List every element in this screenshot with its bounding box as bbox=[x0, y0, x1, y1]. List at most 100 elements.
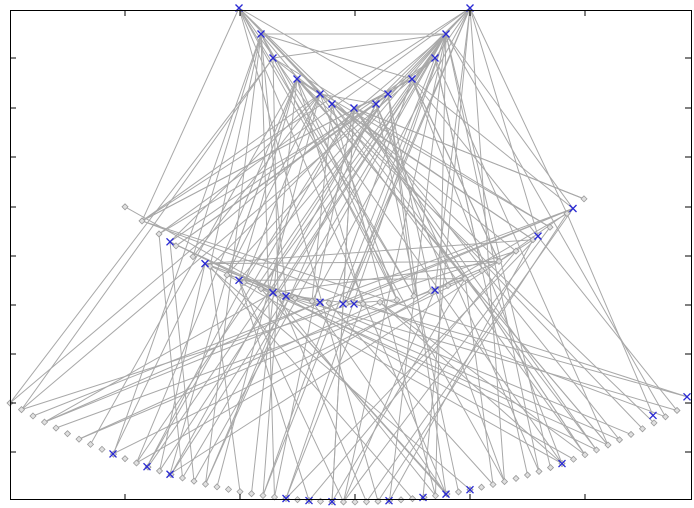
edge bbox=[272, 57, 279, 295]
edge bbox=[262, 294, 279, 496]
node-diamond bbox=[29, 412, 37, 420]
node-diamond bbox=[308, 297, 316, 305]
node-cross bbox=[143, 462, 151, 471]
node-diamond bbox=[512, 247, 520, 255]
edge bbox=[296, 78, 398, 300]
node-diamond bbox=[478, 266, 486, 275]
cross-stroke bbox=[235, 276, 243, 285]
edge bbox=[90, 78, 298, 445]
edge bbox=[238, 280, 310, 501]
edge bbox=[411, 78, 574, 209]
cross-stroke bbox=[269, 54, 277, 62]
cross-stroke bbox=[305, 496, 313, 505]
node-cross bbox=[316, 298, 324, 307]
node-cross bbox=[328, 100, 336, 108]
edge bbox=[209, 33, 262, 267]
edge bbox=[158, 233, 183, 479]
node-diamond bbox=[546, 464, 555, 472]
node-cross bbox=[431, 54, 439, 62]
edge bbox=[285, 295, 313, 302]
node-diamond bbox=[155, 467, 164, 475]
cross-stroke bbox=[558, 459, 566, 468]
edge bbox=[141, 7, 471, 222]
node-cross bbox=[384, 90, 392, 98]
node-cross bbox=[316, 90, 324, 98]
node-cross bbox=[385, 496, 393, 505]
edge bbox=[277, 293, 678, 411]
edge bbox=[260, 33, 274, 59]
node-diamond bbox=[569, 455, 578, 463]
edge bbox=[311, 300, 447, 495]
edge bbox=[260, 33, 275, 498]
edge bbox=[238, 280, 344, 503]
node-diamond bbox=[535, 467, 543, 475]
edge bbox=[353, 93, 389, 109]
edge bbox=[353, 107, 597, 451]
edge bbox=[226, 274, 321, 303]
node-diamond bbox=[523, 471, 532, 479]
node-diamond bbox=[236, 488, 244, 496]
edge bbox=[238, 7, 500, 262]
node-cross bbox=[649, 411, 657, 420]
edge bbox=[272, 292, 436, 497]
node-diamond bbox=[86, 440, 95, 448]
edge bbox=[345, 7, 471, 305]
node-diamond bbox=[201, 480, 210, 488]
node-cross bbox=[166, 470, 174, 479]
cross-stroke bbox=[293, 75, 301, 83]
edge bbox=[260, 288, 447, 495]
node-diamond bbox=[393, 296, 401, 304]
edge bbox=[434, 289, 505, 482]
node-diamond bbox=[592, 446, 601, 454]
node-diamond bbox=[325, 299, 333, 307]
node-diamond bbox=[223, 271, 231, 279]
edge bbox=[238, 7, 415, 297]
node-diamond bbox=[121, 455, 129, 463]
node-diamond bbox=[291, 294, 299, 302]
edge bbox=[147, 33, 447, 468]
node-diamond bbox=[247, 490, 256, 498]
node-cross bbox=[282, 494, 290, 503]
cross-stroke bbox=[683, 392, 691, 401]
edge bbox=[205, 295, 287, 485]
cross-stroke bbox=[316, 90, 324, 98]
node-diamond bbox=[172, 242, 180, 250]
edge bbox=[175, 93, 389, 247]
node-diamond bbox=[224, 485, 233, 493]
cross-stroke bbox=[201, 259, 209, 268]
edge bbox=[141, 220, 666, 418]
node-diamond bbox=[40, 418, 49, 426]
cross-stroke bbox=[569, 204, 577, 213]
node-cross bbox=[305, 496, 313, 505]
edge bbox=[469, 7, 568, 214]
edge bbox=[343, 289, 436, 503]
node-diamond bbox=[362, 498, 371, 506]
node-diamond bbox=[444, 281, 452, 290]
edge bbox=[9, 33, 447, 404]
edge bbox=[146, 107, 355, 467]
edge bbox=[169, 239, 534, 475]
cross-stroke bbox=[431, 54, 439, 62]
edge bbox=[158, 7, 471, 235]
node-diamond bbox=[339, 498, 348, 506]
node-diamond bbox=[259, 491, 267, 500]
cross-stroke bbox=[269, 288, 277, 297]
edge bbox=[435, 33, 447, 496]
cross-stroke bbox=[442, 30, 450, 38]
node-cross bbox=[339, 299, 347, 308]
node-diamond bbox=[661, 413, 670, 421]
node-cross bbox=[293, 75, 301, 83]
node-cross bbox=[269, 288, 277, 297]
node-diamond bbox=[98, 445, 106, 453]
edge bbox=[445, 33, 666, 418]
edge bbox=[375, 103, 459, 493]
edge bbox=[226, 33, 447, 276]
edge bbox=[260, 33, 415, 297]
node-diamond bbox=[376, 298, 384, 306]
edge bbox=[136, 78, 298, 464]
edge bbox=[379, 301, 586, 456]
node-diamond bbox=[132, 459, 141, 467]
node-diamond bbox=[500, 478, 509, 486]
